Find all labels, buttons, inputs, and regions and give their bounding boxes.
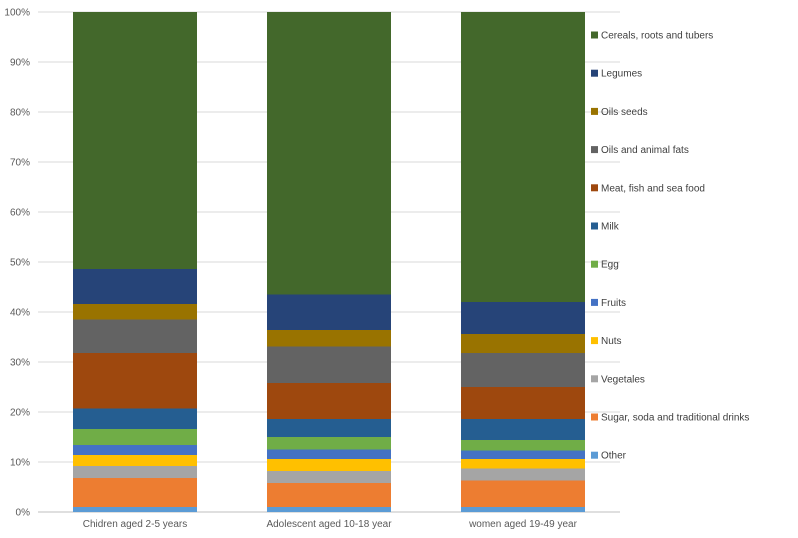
- legend-swatch: [591, 69, 598, 77]
- legend-swatch: [591, 451, 598, 459]
- legend-label: Egg: [601, 260, 619, 271]
- y-tick-label: 10%: [10, 458, 30, 469]
- bar-segment: [267, 383, 391, 419]
- bar-segment: [73, 466, 197, 478]
- legend-swatch: [591, 31, 598, 39]
- legend-label: Fruits: [601, 298, 626, 309]
- y-tick-label: 40%: [10, 308, 30, 319]
- bar-segment: [267, 346, 391, 383]
- bar-segment: [73, 319, 197, 353]
- bar-segment: [267, 330, 391, 347]
- legend-label: Milk: [601, 222, 620, 233]
- legend-swatch: [591, 107, 598, 115]
- bar-segment: [73, 12, 197, 269]
- legend-label: Oils seeds: [601, 107, 648, 118]
- bar-segment: [267, 483, 391, 507]
- y-tick-label: 100%: [4, 8, 30, 19]
- bar-segment: [73, 455, 197, 466]
- bar-segment: [461, 387, 585, 419]
- x-axis-categories: Chidren aged 2-5 years Adolescent aged 10…: [83, 519, 578, 530]
- y-tick-label: 30%: [10, 358, 30, 369]
- legend-swatch: [591, 375, 598, 383]
- legend-label: Cereals, roots and tubers: [601, 31, 713, 42]
- bar-segment: [267, 294, 391, 330]
- legend-swatch: [591, 146, 598, 154]
- bar-segment: [73, 353, 197, 409]
- bar-segment: [73, 408, 197, 429]
- legend-label: Legumes: [601, 69, 642, 80]
- y-tick-label: 70%: [10, 158, 30, 169]
- x-category-label: Chidren aged 2-5 years: [83, 519, 188, 530]
- legend-label: Meat, fish and sea food: [601, 183, 705, 194]
- bar-segment: [461, 302, 585, 334]
- bar-segment: [461, 459, 585, 469]
- legend-label: Nuts: [601, 336, 622, 347]
- legend-swatch: [591, 298, 598, 306]
- legend-swatch: [591, 222, 598, 230]
- bar-segment: [461, 480, 585, 507]
- y-tick-label: 50%: [10, 258, 30, 269]
- y-axis-ticks: 0% 10% 20% 30% 40% 50% 60% 70% 80% 90% 100%: [4, 8, 30, 519]
- bar-segment: [73, 429, 197, 445]
- bar-segment: [267, 507, 391, 512]
- bar-segment: [73, 445, 197, 455]
- legend-label: Vegetales: [601, 374, 645, 385]
- bar-segment: [73, 507, 197, 512]
- bar-segment: [267, 471, 391, 483]
- y-tick-label: 0%: [16, 508, 31, 519]
- bar-segment: [461, 440, 585, 451]
- bar-segment: [73, 304, 197, 320]
- bars: [73, 12, 585, 512]
- bar-segment: [461, 450, 585, 459]
- legend-swatch: [591, 337, 598, 345]
- legend-swatch: [591, 260, 598, 268]
- bar-segment: [461, 507, 585, 512]
- y-tick-label: 90%: [10, 58, 30, 69]
- bar-segment: [461, 334, 585, 353]
- bar-segment: [73, 269, 197, 304]
- legend-label: Sugar, soda and traditional drinks: [601, 413, 749, 424]
- legend-swatch: [591, 184, 598, 192]
- bar-segment: [267, 459, 391, 471]
- y-tick-label: 80%: [10, 108, 30, 119]
- bar-segment: [267, 449, 391, 459]
- legend-label: Other: [601, 451, 627, 462]
- legend-swatch: [591, 413, 598, 421]
- bar-segment: [73, 478, 197, 507]
- bar-segment: [461, 468, 585, 481]
- bar-segment: [461, 353, 585, 387]
- legend-label: Oils and animal fats: [601, 145, 689, 156]
- y-tick-label: 60%: [10, 208, 30, 219]
- x-category-label: women aged 19-49 year: [468, 519, 578, 530]
- bar-segment: [267, 437, 391, 450]
- legend: Cereals, roots and tubers Legumes Oils see…: [591, 31, 749, 462]
- bar-segment: [267, 419, 391, 437]
- bar-segment: [461, 419, 585, 440]
- x-category-label: Adolescent aged 10-18 year: [266, 519, 392, 530]
- y-tick-label: 20%: [10, 408, 30, 419]
- bar-segment: [461, 12, 585, 302]
- bar-segment: [267, 12, 391, 295]
